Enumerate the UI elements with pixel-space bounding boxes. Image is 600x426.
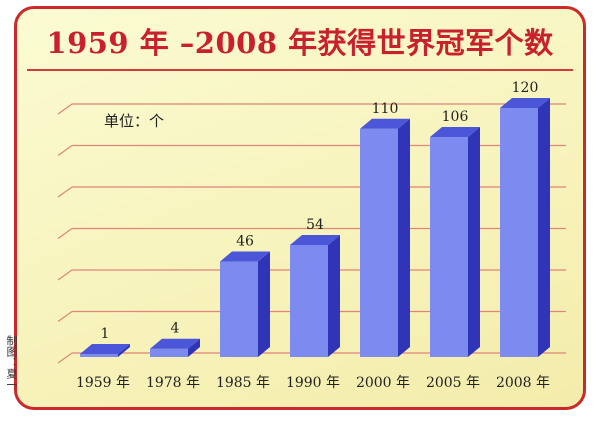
labels: 1 1959 年 4 1978 年 46 1985 年 54 1990 年 110 2000 年 1… — [76, 80, 550, 391]
bar-top — [80, 344, 130, 354]
bar-top — [430, 127, 480, 138]
data-label: 106 — [442, 109, 469, 125]
bar — [150, 338, 200, 357]
unit-label: 单位：个 — [104, 112, 164, 130]
chart-title: 1959 年 –2008 年获得世界冠军个数 — [46, 26, 554, 60]
bar-top — [360, 118, 410, 129]
data-label: 54 — [306, 217, 324, 233]
bar-top — [500, 98, 550, 108]
bars — [80, 98, 550, 357]
bar-side — [538, 98, 550, 357]
title-divider — [27, 69, 573, 71]
bar — [80, 344, 130, 357]
category-label: 2008 年 — [496, 375, 550, 391]
gridline-tick — [57, 145, 73, 156]
data-label: 120 — [512, 80, 539, 96]
category-label: 1985 年 — [216, 375, 270, 391]
bar-side — [328, 234, 340, 357]
bar — [290, 234, 340, 357]
bar-top — [150, 338, 200, 349]
bar-side — [188, 338, 200, 357]
bar — [500, 98, 550, 357]
bar-top — [290, 234, 340, 245]
data-label: 1 — [101, 326, 110, 342]
bar-side — [258, 251, 270, 357]
bar-front — [80, 354, 118, 357]
category-label: 1959 年 — [76, 375, 130, 391]
gridline-tick — [57, 352, 73, 364]
bar-top — [220, 251, 270, 262]
category-label: 1978 年 — [146, 375, 200, 391]
bar — [360, 118, 410, 357]
category-label: 2000 年 — [356, 375, 410, 391]
bar — [220, 251, 270, 357]
bar-side — [118, 344, 130, 357]
gridline-tick — [57, 311, 73, 322]
category-label: 2005 年 — [426, 375, 480, 391]
bar-front — [430, 137, 468, 357]
category-label: 1990 年 — [286, 375, 340, 391]
gridline-tick — [57, 186, 73, 198]
data-label: 110 — [372, 101, 399, 117]
data-label: 4 — [171, 321, 180, 337]
credit-text: 制图：夏一 — [5, 335, 18, 390]
bar-side — [398, 118, 410, 357]
bar-side — [468, 127, 480, 357]
data-label: 46 — [236, 234, 254, 250]
bar-front — [360, 128, 398, 357]
bar — [430, 127, 480, 357]
gridline-tick — [57, 228, 73, 239]
bar-front — [500, 108, 538, 357]
bar-front — [290, 244, 328, 357]
gridline-tick — [57, 269, 73, 281]
gridline-tick — [57, 103, 73, 115]
bar-front — [150, 348, 188, 357]
bar-front — [220, 261, 258, 357]
